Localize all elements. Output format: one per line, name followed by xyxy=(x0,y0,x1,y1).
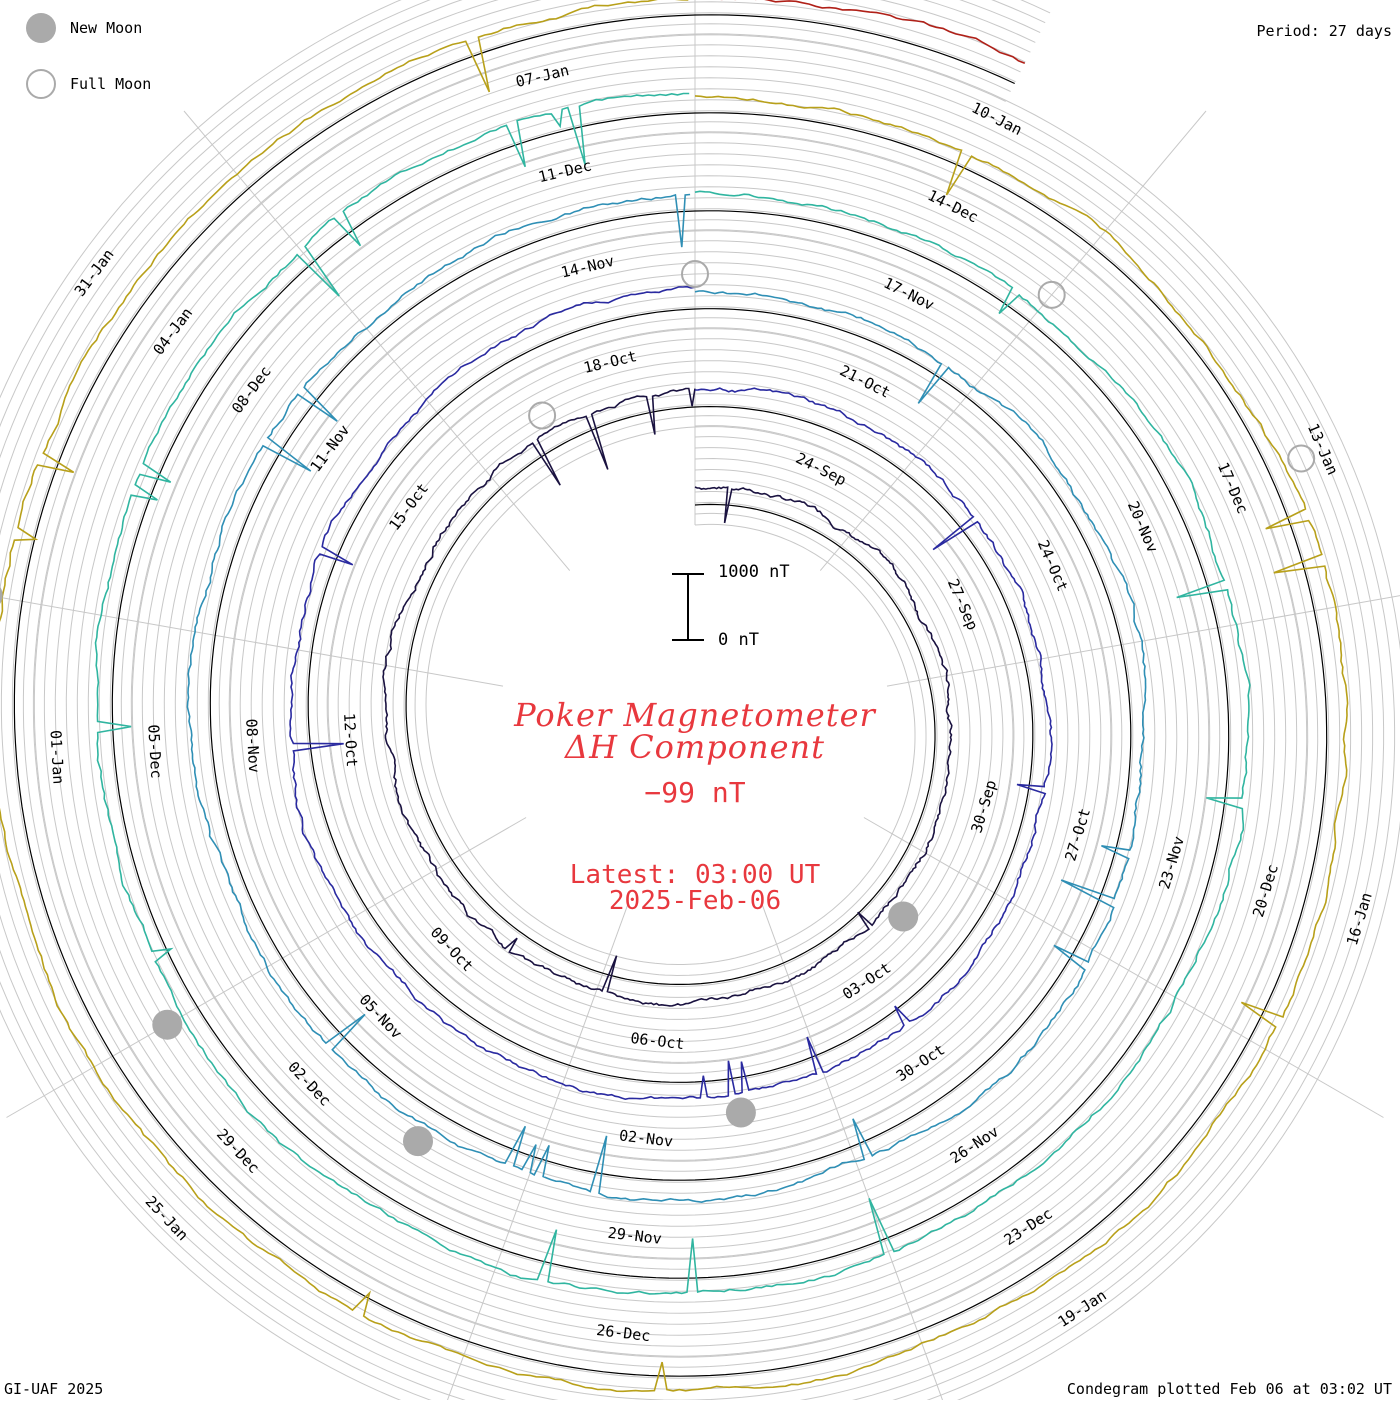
legend-new-moon-label: New Moon xyxy=(70,19,143,37)
legend-full-moon-label: Full Moon xyxy=(70,75,152,93)
legend-full-moon: Full Moon xyxy=(26,68,151,100)
footer-plotted: Condegram plotted Feb 06 at 03:02 UT xyxy=(1066,1380,1392,1398)
date-label: 12-Oct xyxy=(340,713,361,768)
date-label: 18-Oct xyxy=(582,347,639,377)
scale-bar xyxy=(672,573,704,641)
date-label: 19-Jan xyxy=(1055,1286,1110,1331)
date-label: 07-Jan xyxy=(514,61,571,91)
grid-spoke xyxy=(445,903,629,1404)
date-label: 04-Jan xyxy=(149,304,196,358)
date-label: 01-Jan xyxy=(46,730,67,785)
series-trace-5 xyxy=(720,0,1026,64)
date-label: 05-Dec xyxy=(144,724,165,779)
date-label: 26-Nov xyxy=(947,1122,1002,1167)
moon-layer xyxy=(0,260,1316,1157)
new-moon-marker-4 xyxy=(0,586,3,604)
grid-spoke xyxy=(819,110,1207,571)
chart-title-line2: ΔH Component xyxy=(564,728,826,766)
grid-ring xyxy=(0,1,1341,1390)
full-moon-marker-3 xyxy=(1287,444,1316,473)
new-moon-marker-3 xyxy=(152,1009,183,1040)
full-moon-marker-0 xyxy=(528,401,557,430)
baseline-layer xyxy=(13,14,1328,1377)
grid-spoke xyxy=(886,595,1400,687)
grid-ring xyxy=(0,0,1352,1401)
date-label: 02-Dec xyxy=(284,1058,334,1110)
date-label: 30-Oct xyxy=(893,1040,948,1085)
date-label: 11-Nov xyxy=(307,421,354,475)
current-value: −99 nT xyxy=(644,776,746,809)
grid-ring xyxy=(0,0,1363,1404)
date-label: 23-Dec xyxy=(1001,1204,1056,1249)
date-label: 27-Sep xyxy=(944,576,982,633)
full-moon-icon xyxy=(26,69,56,99)
series-trace-0 xyxy=(382,387,953,1007)
date-label: 29-Dec xyxy=(213,1125,263,1177)
date-label: 11-Dec xyxy=(537,156,594,186)
grid-spoke xyxy=(863,817,1384,1118)
full-moon-marker-2 xyxy=(1037,280,1066,309)
new-moon-marker-0 xyxy=(888,901,919,932)
date-label: 31-Jan xyxy=(71,246,118,300)
date-label: 25-Jan xyxy=(142,1192,192,1244)
footer-credit: GI-UAF 2025 xyxy=(4,1380,104,1398)
new-moon-marker-1 xyxy=(725,1097,756,1128)
grid-ring xyxy=(11,12,1330,1379)
series-trace-2 xyxy=(186,193,1147,1204)
chart-title-line1: Poker Magnetometer xyxy=(514,696,876,734)
series-layer xyxy=(0,0,1349,1393)
grid-spoke xyxy=(0,596,504,687)
legend-new-moon: New Moon xyxy=(26,12,142,44)
series-trace-1 xyxy=(289,285,1053,1101)
date-label: 15-Oct xyxy=(385,480,432,534)
new-moon-marker-2 xyxy=(403,1126,433,1157)
baseline-spiral xyxy=(13,14,1328,1377)
date-label: 08-Dec xyxy=(228,363,275,417)
scale-bottom-label: 0 nT xyxy=(718,630,759,650)
series-trace-4 xyxy=(0,0,1349,1393)
date-label: 08-Nov xyxy=(242,718,263,773)
grid-spoke xyxy=(183,110,571,571)
grid-ring xyxy=(33,34,1308,1357)
new-moon-icon xyxy=(26,13,56,43)
full-moon-marker-1 xyxy=(681,260,709,288)
period-label: Period: 27 days xyxy=(1256,22,1392,40)
date-label: 14-Nov xyxy=(559,252,616,282)
grid-ring xyxy=(22,23,1319,1368)
grid-spoke xyxy=(761,903,945,1404)
latest-time: Latest: 03:00 UT xyxy=(569,860,821,890)
series-trace-3 xyxy=(94,92,1251,1295)
latest-date: 2025-Feb-06 xyxy=(608,886,782,916)
scale-top-label: 1000 nT xyxy=(718,562,790,582)
